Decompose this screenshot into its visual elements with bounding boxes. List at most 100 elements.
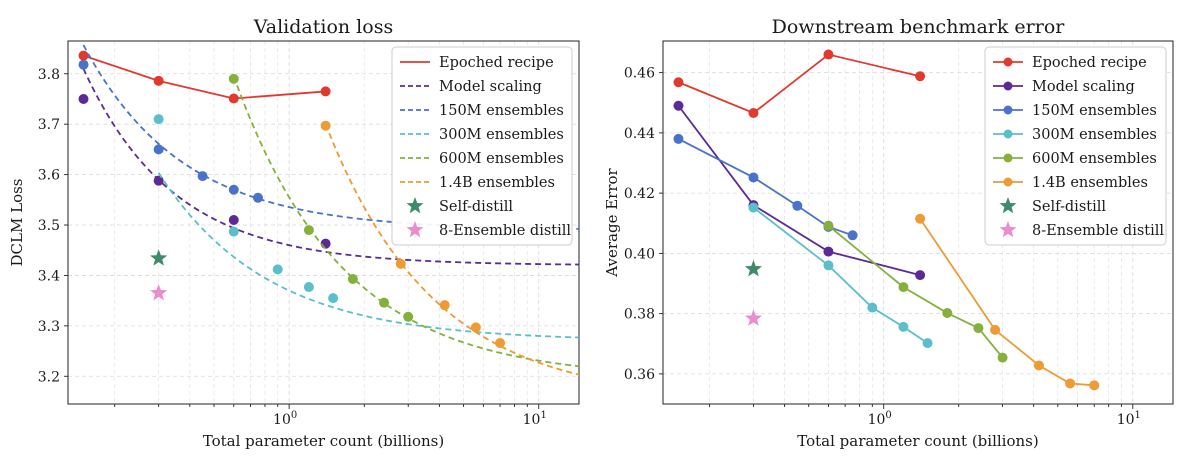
x-tick-label: 100 (273, 410, 297, 428)
fit-curve (157, 172, 579, 339)
legend-label: Model scaling (439, 79, 542, 95)
legend-entry-8-ensemble-distill: 8-Ensemble distill (406, 221, 571, 239)
x-tick-label: 100 (868, 410, 892, 428)
legend-label: 150M ensembles (1032, 103, 1157, 119)
star-marker (150, 249, 168, 266)
series-epoched-recipe (673, 49, 926, 118)
data-point (673, 77, 684, 88)
legend-entry-1-4b-ensembles: 1.4B ensembles (400, 175, 555, 191)
data-point (78, 93, 89, 104)
data-point (1065, 378, 1076, 389)
validation-loss-chart: 3.2 3.3 3.4 3.5 3.6 3.7 3.8 100 101 Validation lo… (8, 16, 580, 450)
legend-entry-1-4b-ensembles: 1.4B ensembles (993, 175, 1148, 191)
data-point (922, 338, 933, 349)
data-point (272, 264, 283, 275)
data-point (898, 321, 909, 332)
y-tick-label: 3.4 (38, 268, 60, 284)
y-tick-label: 0.46 (624, 66, 655, 82)
series-8-ensemble-distill (744, 309, 763, 326)
y-axis-label: DCLM Loss (8, 179, 26, 267)
fit-curve (82, 68, 579, 266)
legend-entry-model-scaling: Model scaling (993, 79, 1135, 95)
legend-label: 8-Ensemble distill (439, 223, 571, 239)
plot-area (673, 49, 1100, 391)
legend-marker-icon (1003, 129, 1013, 139)
legend-star-icon (406, 221, 424, 238)
star-marker (150, 284, 168, 301)
y-axis-label: Average Error (603, 167, 621, 277)
data-point (320, 120, 331, 131)
data-point (303, 282, 314, 293)
chart-title: Downstream benchmark error (772, 16, 1066, 38)
y-tick-label: 0.36 (624, 367, 655, 383)
data-point (78, 50, 89, 61)
legend-label: 600M ensembles (1032, 151, 1157, 167)
plot-frame (67, 40, 580, 405)
x-tick-label: 101 (1117, 410, 1141, 428)
data-point (915, 213, 926, 224)
data-point (228, 184, 239, 195)
data-point (867, 302, 878, 313)
legend-box (984, 46, 1167, 246)
legend-label: 1.4B ensembles (439, 175, 555, 191)
series-8-ensemble-distill (150, 284, 168, 301)
data-point (973, 323, 984, 334)
data-point (748, 202, 759, 213)
legend: Epoched recipe Model scaling 150M ensemble… (391, 46, 573, 246)
series-self-distill (744, 260, 763, 277)
data-point (228, 226, 239, 237)
data-point (252, 192, 263, 203)
legend-label: 8-Ensemble distill (1032, 223, 1164, 239)
legend-label: Self-distill (439, 199, 513, 215)
series-1-4b-ensembles (915, 213, 1100, 391)
data-point (915, 71, 926, 82)
star-marker (744, 309, 763, 326)
x-tick-label: 101 (523, 410, 547, 428)
data-point (379, 297, 390, 308)
data-point (347, 273, 358, 284)
legend-label: Self-distill (1032, 199, 1106, 215)
y-tick-label: 0.38 (624, 307, 655, 323)
legend-marker-icon (1003, 153, 1013, 163)
fit-curve (324, 123, 579, 376)
data-point (673, 100, 684, 111)
data-point (898, 282, 909, 293)
legend-entry-600m-ensembles: 600M ensembles (400, 151, 564, 167)
x-axis-label: Total parameter count (billions) (797, 432, 1038, 450)
legend: Epoched recipe Model scaling 150M ensemble… (984, 46, 1167, 246)
data-point (990, 324, 1001, 335)
data-point (823, 246, 834, 257)
legend-label: 300M ensembles (1032, 127, 1157, 143)
series-line (678, 138, 853, 237)
data-point (153, 144, 164, 155)
data-point (228, 73, 239, 84)
data-point (153, 75, 164, 86)
series-600m-ensembles (823, 220, 1008, 363)
legend-entry-model-scaling: Model scaling (400, 79, 542, 95)
x-axis-label: Total parameter count (billions) (203, 432, 444, 450)
data-point (823, 260, 834, 271)
series-300m-ensembles (748, 202, 933, 349)
y-tick-label: 0.42 (624, 186, 655, 202)
data-point (847, 230, 858, 241)
legend-label: 150M ensembles (439, 103, 564, 119)
series-1-4b-ensembles (320, 120, 579, 376)
y-tick-label: 3.2 (38, 369, 60, 385)
legend-entry-150m-ensembles: 150M ensembles (993, 103, 1157, 119)
legend-entry-600m-ensembles: 600M ensembles (993, 151, 1157, 167)
legend-entry-self-distill: Self-distill (999, 197, 1106, 215)
data-point (439, 300, 450, 311)
legend-marker-icon (1003, 177, 1013, 187)
legend-label: 1.4B ensembles (1032, 175, 1148, 191)
legend-star-icon (999, 221, 1017, 238)
downstream-error-chart: 0.36 0.38 0.40 0.42 0.44 0.46 100 101 Downstream… (603, 16, 1174, 450)
series-epoched-recipe (78, 50, 331, 104)
legend-label: Epoched recipe (1032, 55, 1147, 71)
data-point (228, 93, 239, 104)
data-point (395, 258, 406, 269)
legend-entry-8-ensemble-distill: 8-Ensemble distill (999, 221, 1164, 239)
data-point (78, 59, 89, 70)
series-600m-ensembles (228, 73, 579, 368)
series-self-distill (150, 249, 168, 266)
